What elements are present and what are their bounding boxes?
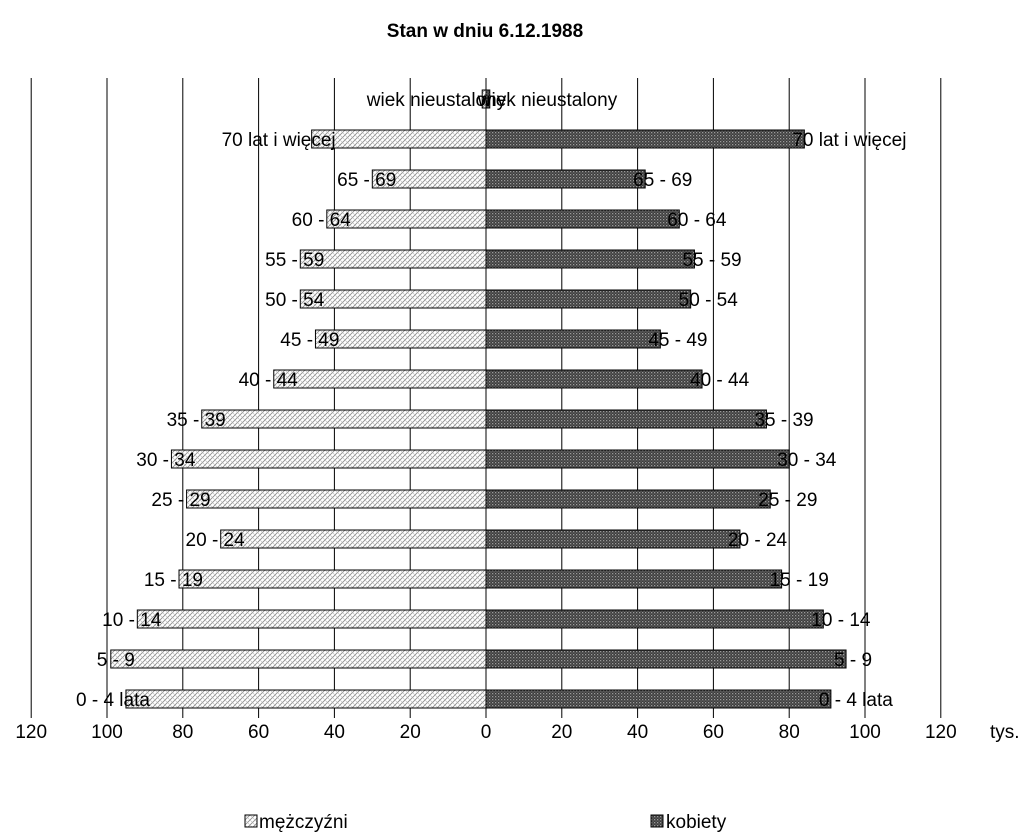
category-label-women: wiek nieustalony (477, 90, 618, 111)
bar-men (178, 569, 487, 589)
bar-women (485, 689, 832, 709)
category-label-men: 5 - 9 (97, 650, 135, 671)
category-label-men: 50 - 54 (265, 290, 325, 311)
bar-men (299, 289, 487, 309)
x-axis-ticks: 120 100 80 60 40 20 0 20 40 60 80 100 120 (15, 722, 956, 743)
bar-men (220, 529, 487, 549)
category-label-men: 0 - 4 lata (76, 690, 150, 711)
legend-swatch-men (244, 814, 258, 828)
category-label-women: 15 - 19 (770, 570, 829, 591)
category-label-women: 30 - 34 (777, 450, 837, 471)
x-tick-label: 20 (551, 722, 572, 743)
category-label-women: 55 - 59 (682, 250, 741, 271)
x-tick-label: 60 (703, 722, 724, 743)
bar-men (311, 129, 487, 149)
bar-women (485, 209, 680, 229)
category-label-women: 50 - 54 (679, 290, 739, 311)
category-label-men: 30 - 34 (136, 450, 196, 471)
bar-men (273, 369, 487, 389)
category-labels: 0 - 4 lata 0 - 4 lata 5 - 9 5 - 9 10 - 14 10 … (76, 90, 906, 711)
x-tick-label: 20 (400, 722, 421, 743)
chart-title: Stan w dniu 6.12.1988 (387, 21, 583, 42)
category-label-men: 60 - 64 (292, 210, 352, 231)
category-label-men: 55 - 59 (265, 250, 324, 271)
bar-women (485, 169, 646, 189)
x-tick-label: 40 (324, 722, 345, 743)
category-label-women: 20 - 24 (728, 530, 788, 551)
legend-swatch-women (650, 814, 664, 828)
x-axis-unit-label: tys. (990, 722, 1020, 743)
x-tick-label: 120 (925, 722, 957, 743)
bar-women (485, 609, 824, 629)
bar-women (485, 329, 661, 349)
legend-label-women: kobiety (666, 812, 727, 833)
category-label-women: 45 - 49 (648, 330, 707, 351)
bar-women (485, 449, 790, 469)
category-label-men: 25 - 29 (151, 490, 210, 511)
x-tick-label: 80 (779, 722, 800, 743)
category-label-women: 25 - 29 (758, 490, 817, 511)
category-label-women: 70 lat i więcej (792, 130, 906, 151)
bar-women (485, 249, 695, 269)
bar-men (136, 609, 487, 629)
bar-women (485, 369, 703, 389)
legend: mężczyźni kobiety (244, 812, 727, 833)
legend-item-men: mężczyźni (244, 812, 348, 833)
bar-women (485, 89, 491, 109)
bar-women (485, 289, 692, 309)
bar-women (485, 649, 847, 669)
bar-women (485, 569, 783, 589)
category-label-men: 65 - 69 (337, 170, 396, 191)
bar-men (201, 409, 487, 429)
category-label-women: 35 - 39 (754, 410, 813, 431)
category-label-women: 10 - 14 (811, 610, 871, 631)
bar-women (485, 409, 767, 429)
bar-men (186, 489, 487, 509)
category-label-men: 10 - 14 (102, 610, 162, 631)
category-label-men: 20 - 24 (186, 530, 246, 551)
bar-women (485, 529, 741, 549)
category-label-men: 40 - 44 (239, 370, 299, 391)
category-label-men: 15 - 19 (144, 570, 203, 591)
x-tick-label: 40 (627, 722, 648, 743)
x-tick-label: 60 (248, 722, 269, 743)
bar-men (170, 449, 487, 469)
category-label-women: 40 - 44 (690, 370, 750, 391)
bar-men (299, 249, 487, 269)
category-label-women: 60 - 64 (667, 210, 727, 231)
x-tick-label: 80 (172, 722, 193, 743)
category-label-women: 65 - 69 (633, 170, 692, 191)
legend-label-men: mężczyźni (259, 812, 348, 833)
x-tick-label: 100 (91, 722, 123, 743)
bar-men (110, 649, 487, 669)
category-label-men: 45 - 49 (280, 330, 339, 351)
category-label-women: 5 - 9 (834, 650, 872, 671)
bar-women (485, 129, 805, 149)
category-label-men: 70 lat i więcej (222, 130, 336, 151)
bar-men (314, 329, 487, 349)
x-tick-label: 0 (481, 722, 492, 743)
category-label-men: wiek nieustalony (366, 90, 507, 111)
x-tick-label: 120 (15, 722, 47, 743)
category-label-women: 0 - 4 lata (819, 690, 893, 711)
bar-men (125, 689, 487, 709)
category-label-men: 35 - 39 (167, 410, 226, 431)
bar-women (485, 489, 771, 509)
bars (110, 89, 847, 709)
legend-item-women: kobiety (650, 812, 727, 833)
x-tick-label: 100 (849, 722, 881, 743)
